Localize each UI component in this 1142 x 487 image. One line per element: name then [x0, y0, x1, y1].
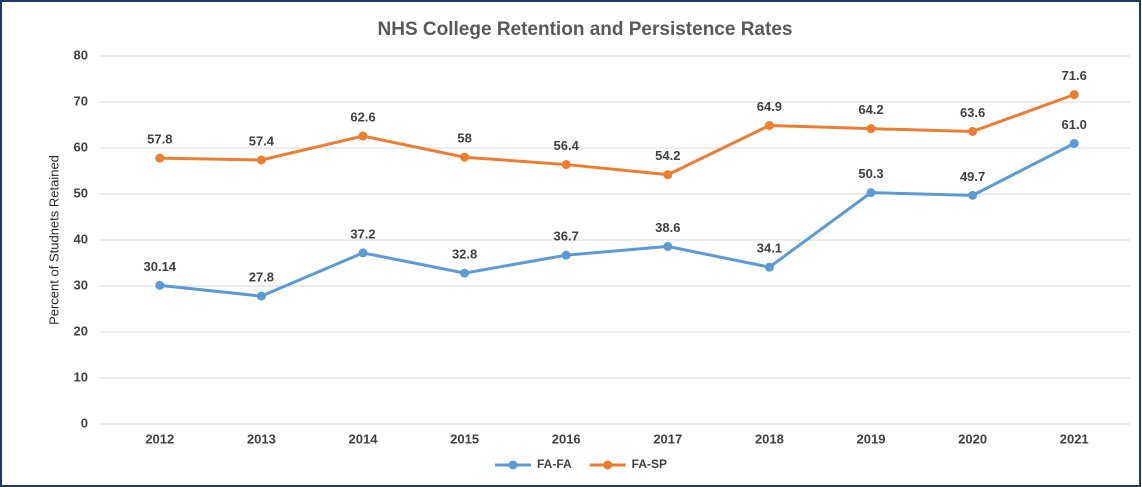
data-point	[256, 291, 266, 301]
data-point	[663, 170, 673, 180]
x-tick-label: 2020	[958, 431, 987, 446]
data-point	[256, 155, 266, 165]
data-label: 49.7	[960, 169, 985, 184]
data-label: 64.9	[757, 99, 782, 114]
data-point	[968, 190, 978, 200]
data-point	[1069, 138, 1079, 148]
data-point	[155, 280, 165, 290]
x-tick-label: 2016	[552, 431, 581, 446]
x-tick-label: 2014	[349, 431, 379, 446]
chart-title: NHS College Retention and Persistence Ra…	[378, 19, 793, 40]
data-label: 56.4	[554, 138, 580, 153]
x-tick-label: 2021	[1060, 431, 1089, 446]
data-point	[561, 160, 571, 170]
data-label: 57.4	[249, 133, 275, 148]
data-label: 71.6	[1062, 68, 1087, 83]
data-point	[968, 126, 978, 136]
data-label: 30.14	[144, 259, 177, 274]
data-label: 63.6	[960, 105, 985, 120]
legend-marker	[603, 460, 613, 470]
data-label: 32.8	[452, 247, 477, 262]
x-tick-label: 2013	[247, 431, 276, 446]
data-label: 54.2	[655, 148, 680, 163]
data-point	[460, 152, 470, 162]
data-point	[764, 262, 774, 272]
data-point	[764, 120, 774, 130]
data-label: 61.0	[1062, 117, 1087, 132]
y-tick-label: 50	[74, 185, 88, 200]
series-line	[159, 93, 1075, 177]
data-point	[866, 124, 876, 134]
data-label: 37.2	[350, 226, 375, 241]
x-tick-label: 2012	[145, 431, 174, 446]
y-tick-label: 40	[74, 231, 88, 246]
legend-label: FA-FA	[537, 457, 572, 471]
x-tick-label: 2017	[653, 431, 682, 446]
data-label: 34.1	[757, 241, 782, 256]
series-line	[159, 142, 1075, 298]
y-tick-label: 80	[74, 47, 88, 62]
data-point	[155, 153, 165, 163]
x-tick-label: 2019	[857, 431, 886, 446]
legend-marker	[508, 460, 518, 470]
data-point	[561, 250, 571, 260]
data-label: 64.2	[858, 102, 883, 117]
y-tick-label: 60	[74, 139, 88, 154]
y-tick-label: 10	[74, 369, 88, 384]
y-tick-label: 20	[74, 323, 88, 338]
x-tick-label: 2015	[450, 431, 479, 446]
data-point	[358, 248, 368, 258]
data-label: 58	[457, 131, 471, 146]
data-label: 57.8	[147, 132, 172, 147]
data-point	[460, 268, 470, 278]
y-tick-label: 0	[81, 415, 88, 430]
data-label: 50.3	[858, 166, 883, 181]
y-tick-label: 70	[74, 93, 88, 108]
data-point	[663, 241, 673, 251]
data-label: 38.6	[655, 220, 680, 235]
y-tick-label: 30	[74, 277, 88, 292]
data-point	[1069, 90, 1079, 100]
y-axis-label: Percent of Studnets Retained	[46, 155, 61, 325]
data-point	[866, 188, 876, 198]
data-label: 62.6	[350, 109, 375, 124]
legend-label: FA-SP	[632, 457, 667, 471]
x-tick-label: 2018	[755, 431, 784, 446]
data-label: 36.7	[554, 229, 579, 244]
data-label: 27.8	[249, 270, 274, 285]
data-point	[358, 131, 368, 141]
